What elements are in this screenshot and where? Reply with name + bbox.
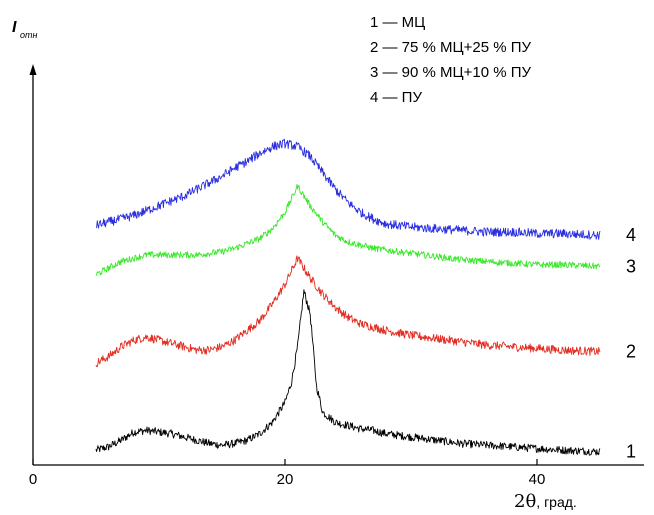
curve-labels: 1 2 3 4 <box>626 225 636 461</box>
curve-label-2: 2 <box>626 342 636 362</box>
x-tick-label: 20 <box>277 471 294 488</box>
x-axis-label-unit: , град. <box>536 494 577 510</box>
legend-entry-4: 4 — ПУ <box>370 89 422 106</box>
x-tick-label: 0 <box>29 471 37 488</box>
y-axis-arrow <box>29 64 37 75</box>
legend-entry-1: 1 — МЦ <box>370 14 425 31</box>
series-4-line <box>95 138 601 240</box>
series-curves <box>95 138 601 456</box>
y-axis-label-main: I <box>12 19 17 36</box>
legend: 1 — МЦ 2 — 75 % МЦ+25 % ПУ 3 — 90 % МЦ+10 … <box>370 14 532 106</box>
x-tick-label: 40 <box>529 471 546 488</box>
curve-label-4: 4 <box>626 225 636 245</box>
legend-entry-3: 3 — 90 % МЦ+10 % ПУ <box>370 64 532 81</box>
curve-label-3: 3 <box>626 256 636 276</box>
x-axis-label-symbol: 2θ <box>514 491 536 512</box>
y-axis-label-sub: отн <box>20 30 38 40</box>
series-3-line <box>95 183 601 276</box>
x-ticks: 0 20 40 <box>29 459 546 488</box>
series-1-line <box>95 289 601 456</box>
series-2-line <box>95 255 601 368</box>
x-axis-label: 2θ, град. <box>514 491 577 512</box>
curve-label-1: 1 <box>626 442 636 462</box>
legend-entry-2: 2 — 75 % МЦ+25 % ПУ <box>370 39 532 56</box>
